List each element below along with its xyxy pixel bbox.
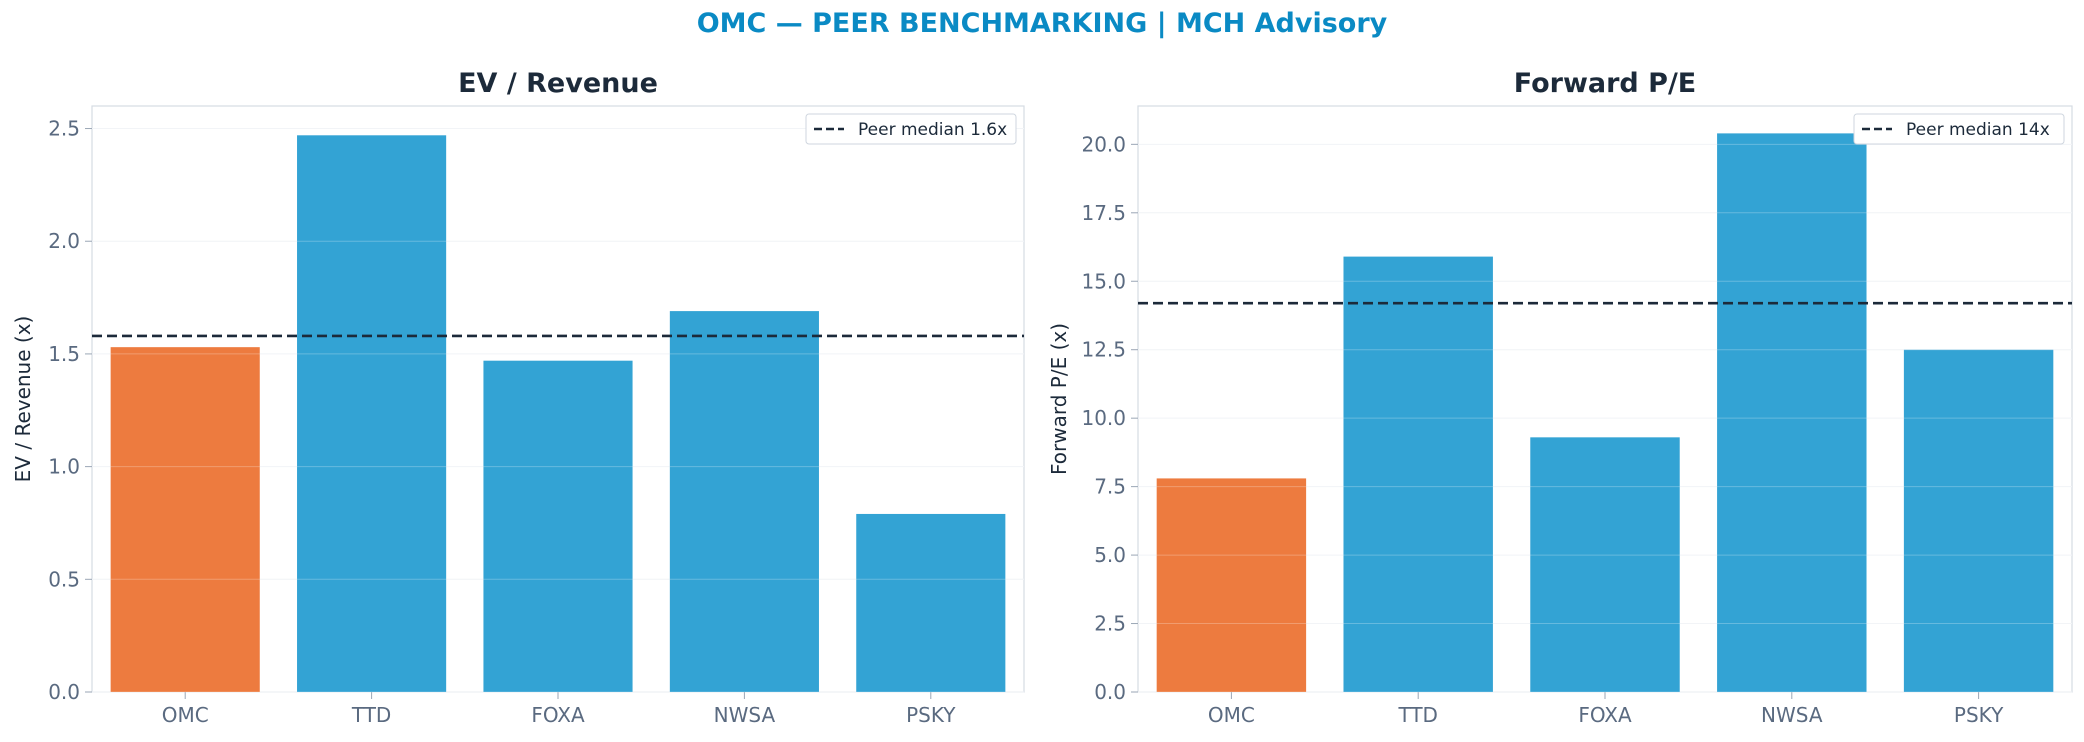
legend: Peer median 1.6x — [805, 113, 1017, 145]
bar-foxa — [1530, 437, 1680, 692]
y-tick-label: 17.5 — [1081, 201, 1126, 225]
x-tick-label: PSKY — [1954, 703, 2004, 727]
x-tick-label: NWSA — [714, 703, 776, 727]
x-tick-label: TTD — [1397, 703, 1437, 727]
y-tick-label: 1.0 — [48, 455, 80, 479]
chart-title: EV / Revenue — [458, 68, 658, 99]
x-tick-label: FOXA — [531, 703, 585, 727]
y-tick-label: 0.0 — [48, 680, 80, 704]
y-tick-label: 15.0 — [1081, 269, 1126, 293]
chart-panel-1: 0.0 0.5 1.0 1.5 2.0 2.5 OMC TTD FOXA NWSA PSKY EV /… — [11, 68, 1025, 727]
y-tick-label: 20.0 — [1081, 132, 1126, 156]
bar-psky — [1903, 349, 2054, 692]
y-tick-label: 0.5 — [48, 567, 80, 591]
chart-title: Forward P/E — [1514, 68, 1697, 99]
bar-nwsa — [669, 311, 819, 692]
y-axis-label: Forward P/E (x) — [1047, 323, 1071, 475]
y-tick-label: 2.5 — [48, 117, 80, 141]
x-tick-label: OMC — [162, 703, 209, 727]
bar-psky — [856, 513, 1006, 692]
legend-box — [1853, 113, 2065, 145]
x-tick-label: TTD — [351, 703, 391, 727]
y-tick-label: 12.5 — [1081, 338, 1126, 362]
legend-box — [805, 113, 1017, 145]
bar-ttd — [1343, 256, 1493, 692]
bar-omc — [1156, 478, 1307, 692]
y-axis-label: EV / Revenue (x) — [11, 316, 35, 483]
y-tick-label: 1.5 — [48, 342, 80, 366]
y-tick-label: 2.0 — [48, 229, 80, 253]
y-tick-label: 2.5 — [1094, 612, 1126, 636]
y-tick-label: 5.0 — [1094, 543, 1126, 567]
y-tick-label: 7.5 — [1094, 475, 1126, 499]
chart-panel-2: 0.0 2.5 5.0 7.5 10.0 12.5 15.0 17.5 20.0 OMC TTD FO… — [1047, 68, 2073, 727]
legend: Peer median 14x — [1853, 113, 2065, 145]
x-tick-label: FOXA — [1578, 703, 1632, 727]
legend-label: Peer median 1.6x — [858, 120, 1007, 140]
bar-omc — [110, 347, 260, 692]
legend-label: Peer median 14x — [1906, 120, 2050, 140]
bar-foxa — [483, 360, 633, 692]
x-tick-label: OMC — [1208, 703, 1255, 727]
y-tick-label: 0.0 — [1094, 680, 1126, 704]
figure-title: OMC — PEER BENCHMARKING | MCH Advisory — [696, 8, 1388, 39]
x-tick-label: NWSA — [1761, 703, 1823, 727]
x-tick-label: PSKY — [906, 703, 956, 727]
y-tick-label: 10.0 — [1081, 406, 1126, 430]
bar-nwsa — [1717, 133, 1867, 692]
bar-ttd — [297, 135, 447, 693]
